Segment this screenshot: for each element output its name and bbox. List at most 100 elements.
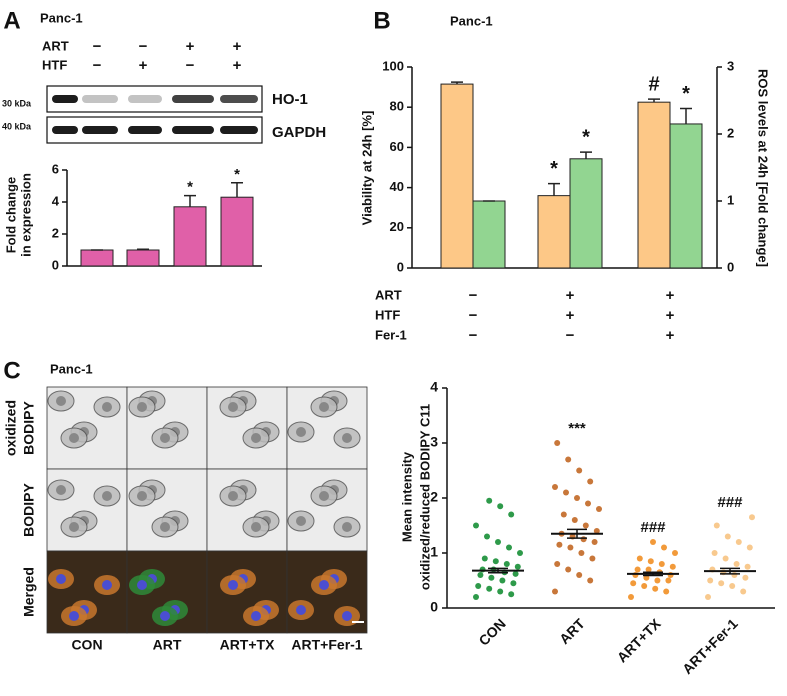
y-axis-label: Fold change — [3, 177, 18, 254]
nucleus — [137, 402, 147, 412]
data-point — [492, 558, 499, 565]
data-point — [488, 574, 495, 581]
blot-band-label: HO-1 — [272, 91, 308, 108]
nucleus — [251, 611, 261, 621]
data-point — [510, 580, 517, 587]
blot-band — [172, 126, 214, 134]
data-point — [514, 563, 521, 570]
data-point — [486, 497, 493, 504]
y-tick-label: 6 — [52, 161, 59, 176]
nucleus — [102, 580, 112, 590]
data-point — [731, 572, 738, 578]
data-point — [589, 555, 596, 562]
data-point — [645, 566, 652, 573]
data-point — [713, 522, 720, 529]
data-point — [560, 511, 567, 518]
condition-value: + — [233, 57, 242, 74]
panel-title: Panc-1 — [50, 361, 93, 376]
data-point — [634, 566, 641, 573]
bar — [173, 206, 207, 267]
data-point — [497, 503, 504, 510]
image-column-label: ART+TX — [220, 637, 276, 653]
y2-tick-label: 3 — [727, 58, 734, 73]
data-point — [484, 533, 490, 540]
data-point — [477, 572, 484, 578]
condition-value: + — [666, 307, 675, 324]
data-point — [669, 563, 676, 570]
condition-label: ART — [375, 287, 402, 302]
y-tick-label: 3 — [430, 434, 438, 450]
annotation: * — [582, 126, 590, 148]
nucleus — [342, 611, 352, 621]
condition-value: + — [666, 327, 675, 344]
nucleus — [160, 433, 170, 443]
error-bar — [567, 528, 587, 539]
y-tick-label: 0 — [397, 259, 404, 274]
data-point — [473, 594, 479, 600]
nucleus — [228, 402, 238, 412]
blot-marker: 40 kDa — [2, 121, 32, 131]
bar — [220, 196, 254, 267]
data-point — [742, 574, 749, 581]
data-point — [749, 514, 755, 521]
bar — [472, 200, 506, 269]
blot-band-label: GAPDH — [272, 124, 326, 141]
data-point — [652, 585, 659, 592]
condition-label: HTF — [42, 57, 67, 72]
y-tick-label: 0 — [52, 257, 59, 272]
y2-axis-label: ROS levels at 24h [Fold change] — [756, 69, 771, 267]
data-point — [563, 489, 569, 496]
x-tick-label: ART+TX — [614, 615, 665, 666]
annotation: * — [187, 179, 193, 196]
blot-band — [52, 95, 78, 103]
data-point — [481, 555, 488, 562]
data-point — [503, 561, 510, 567]
nucleus — [102, 491, 112, 501]
data-point — [495, 539, 501, 545]
nucleus — [160, 611, 170, 621]
blot-band — [128, 95, 162, 103]
condition-label: HTF — [375, 307, 400, 322]
bar — [126, 249, 160, 267]
data-point — [512, 570, 519, 577]
bar — [537, 195, 571, 269]
y-axis-label: oxidized/reduced BODIPY C11 — [417, 404, 432, 590]
error-bar — [680, 107, 692, 124]
data-point — [661, 544, 667, 551]
annotation: ### — [640, 519, 666, 536]
data-point — [630, 580, 637, 587]
condition-value: − — [139, 38, 148, 55]
nucleus — [137, 580, 147, 590]
panel-label: B — [373, 7, 390, 34]
data-point — [722, 555, 729, 562]
image-column-label: CON — [71, 637, 102, 653]
condition-value: − — [469, 287, 478, 304]
y-tick-label: 60 — [390, 139, 404, 154]
condition-label: Fer-1 — [375, 327, 407, 342]
nucleus — [69, 522, 79, 532]
y-tick-label: 4 — [52, 193, 60, 208]
x-tick-label: ART+Fer-1 — [679, 615, 741, 677]
nucleus — [296, 516, 306, 526]
y-axis-label: Mean intensity — [399, 451, 414, 542]
data-point — [746, 544, 753, 551]
annotation: # — [648, 73, 659, 95]
data-point — [497, 588, 504, 595]
blot-band — [220, 95, 258, 103]
error-bar — [231, 182, 243, 198]
bar — [669, 123, 703, 269]
annotation: * — [550, 158, 558, 180]
image-row-label: oxidized — [3, 400, 19, 456]
data-point — [576, 467, 583, 474]
y-tick-label: 4 — [430, 379, 438, 395]
condition-value: + — [186, 38, 195, 55]
panel-title: Panc-1 — [450, 13, 493, 28]
error-bar — [648, 98, 660, 103]
data-point — [556, 541, 563, 548]
y-tick-label: 100 — [382, 58, 404, 73]
data-point — [517, 550, 523, 556]
data-point — [554, 440, 561, 446]
panel-label: C — [3, 357, 20, 384]
data-point — [567, 544, 574, 551]
condition-value: − — [469, 327, 478, 344]
